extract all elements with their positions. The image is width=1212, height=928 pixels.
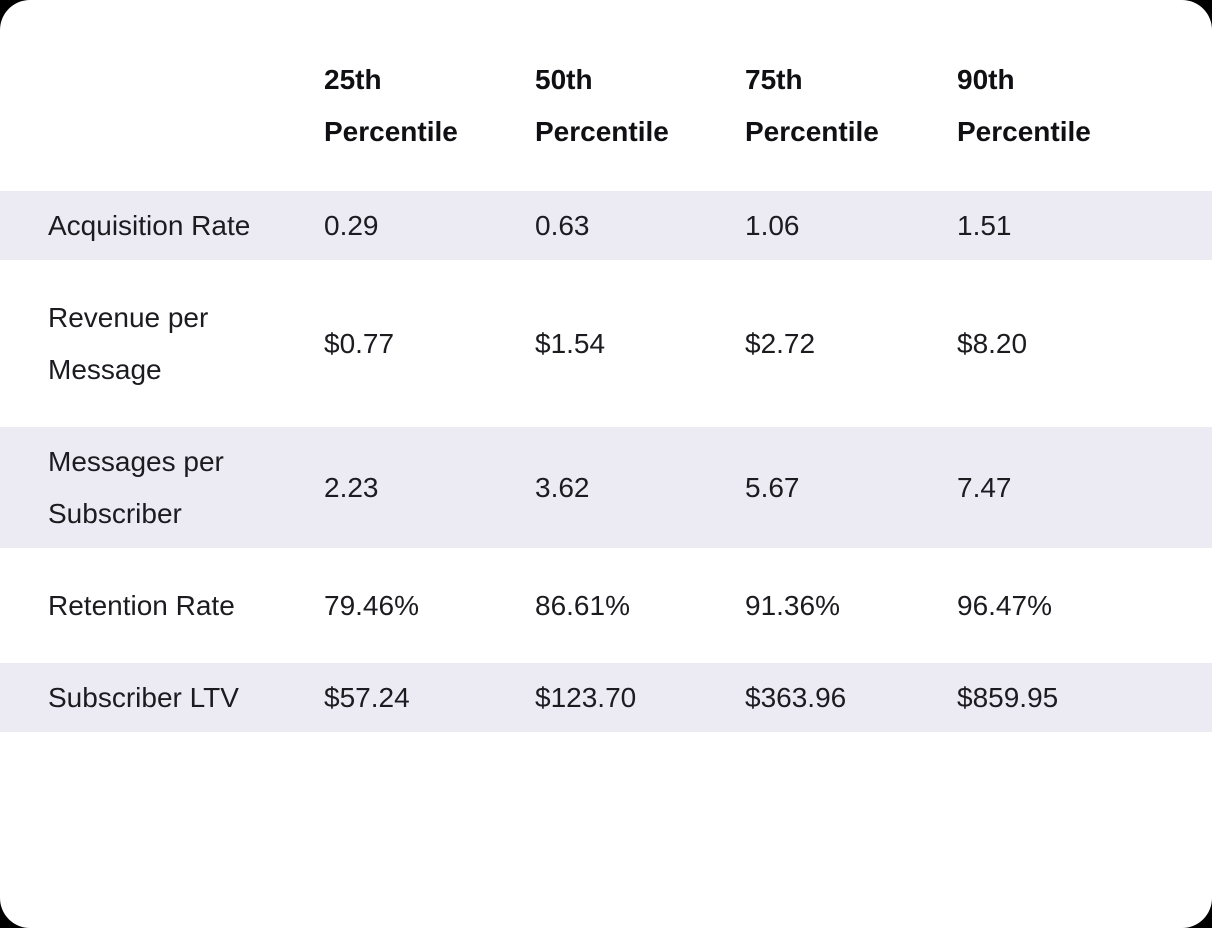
column-header-label: 25th Percentile <box>324 64 458 147</box>
table-cell: $0.77 <box>324 328 395 359</box>
table-cell: $57.24 <box>324 682 410 713</box>
percentile-table: 25th Percentile 50th Percentile 75th Per… <box>0 23 1212 732</box>
column-header-25th: 25th Percentile <box>324 23 535 168</box>
table-cell: 0.29 <box>324 210 379 241</box>
table-row-acquisition-rate: Acquisition Rate 0.29 0.63 1.06 1.51 <box>0 191 1212 260</box>
table-cell: 91.36% <box>745 590 840 621</box>
table-cell: 0.63 <box>535 210 590 241</box>
column-header-50th: 50th Percentile <box>535 23 745 168</box>
table-cell: $2.72 <box>745 328 816 359</box>
column-header-90th: 90th Percentile <box>957 23 1212 168</box>
table-cell: $123.70 <box>535 682 637 713</box>
table-cell: 1.51 <box>957 210 1012 241</box>
table-row-revenue-per-message: Revenue per Message $0.77 $1.54 $2.72 $8… <box>0 283 1212 404</box>
column-header-75th: 75th Percentile <box>745 23 957 168</box>
column-header-label: 90th Percentile <box>957 64 1091 147</box>
table-cell: $8.20 <box>957 328 1028 359</box>
table-cell: $363.96 <box>745 682 847 713</box>
table-row-subscriber-ltv: Subscriber LTV $57.24 $123.70 $363.96 $8… <box>0 663 1212 732</box>
table-cell: 7.47 <box>957 472 1012 503</box>
table-cell: 5.67 <box>745 472 800 503</box>
row-label: Revenue per Message <box>48 302 209 385</box>
table-cell: 2.23 <box>324 472 379 503</box>
table-cell: 1.06 <box>745 210 800 241</box>
row-label: Messages per Subscriber <box>48 446 224 529</box>
column-header-label: 50th Percentile <box>535 64 669 147</box>
header-row: 25th Percentile 50th Percentile 75th Per… <box>0 23 1212 168</box>
row-label: Acquisition Rate <box>48 210 251 241</box>
table-cell: $859.95 <box>957 682 1059 713</box>
column-header-label: 75th Percentile <box>745 64 879 147</box>
table-cell: $1.54 <box>535 328 606 359</box>
table-cell: 86.61% <box>535 590 630 621</box>
table-cell: 96.47% <box>957 590 1052 621</box>
table-cell: 3.62 <box>535 472 590 503</box>
metric-column-header-empty <box>0 23 324 168</box>
table-cell: 79.46% <box>324 590 419 621</box>
table-row-messages-per-subscriber: Messages per Subscriber 2.23 3.62 5.67 7… <box>0 427 1212 548</box>
row-label: Subscriber LTV <box>48 682 239 713</box>
table-row-retention-rate: Retention Rate 79.46% 86.61% 91.36% 96.4… <box>0 571 1212 640</box>
row-label: Retention Rate <box>48 590 235 621</box>
